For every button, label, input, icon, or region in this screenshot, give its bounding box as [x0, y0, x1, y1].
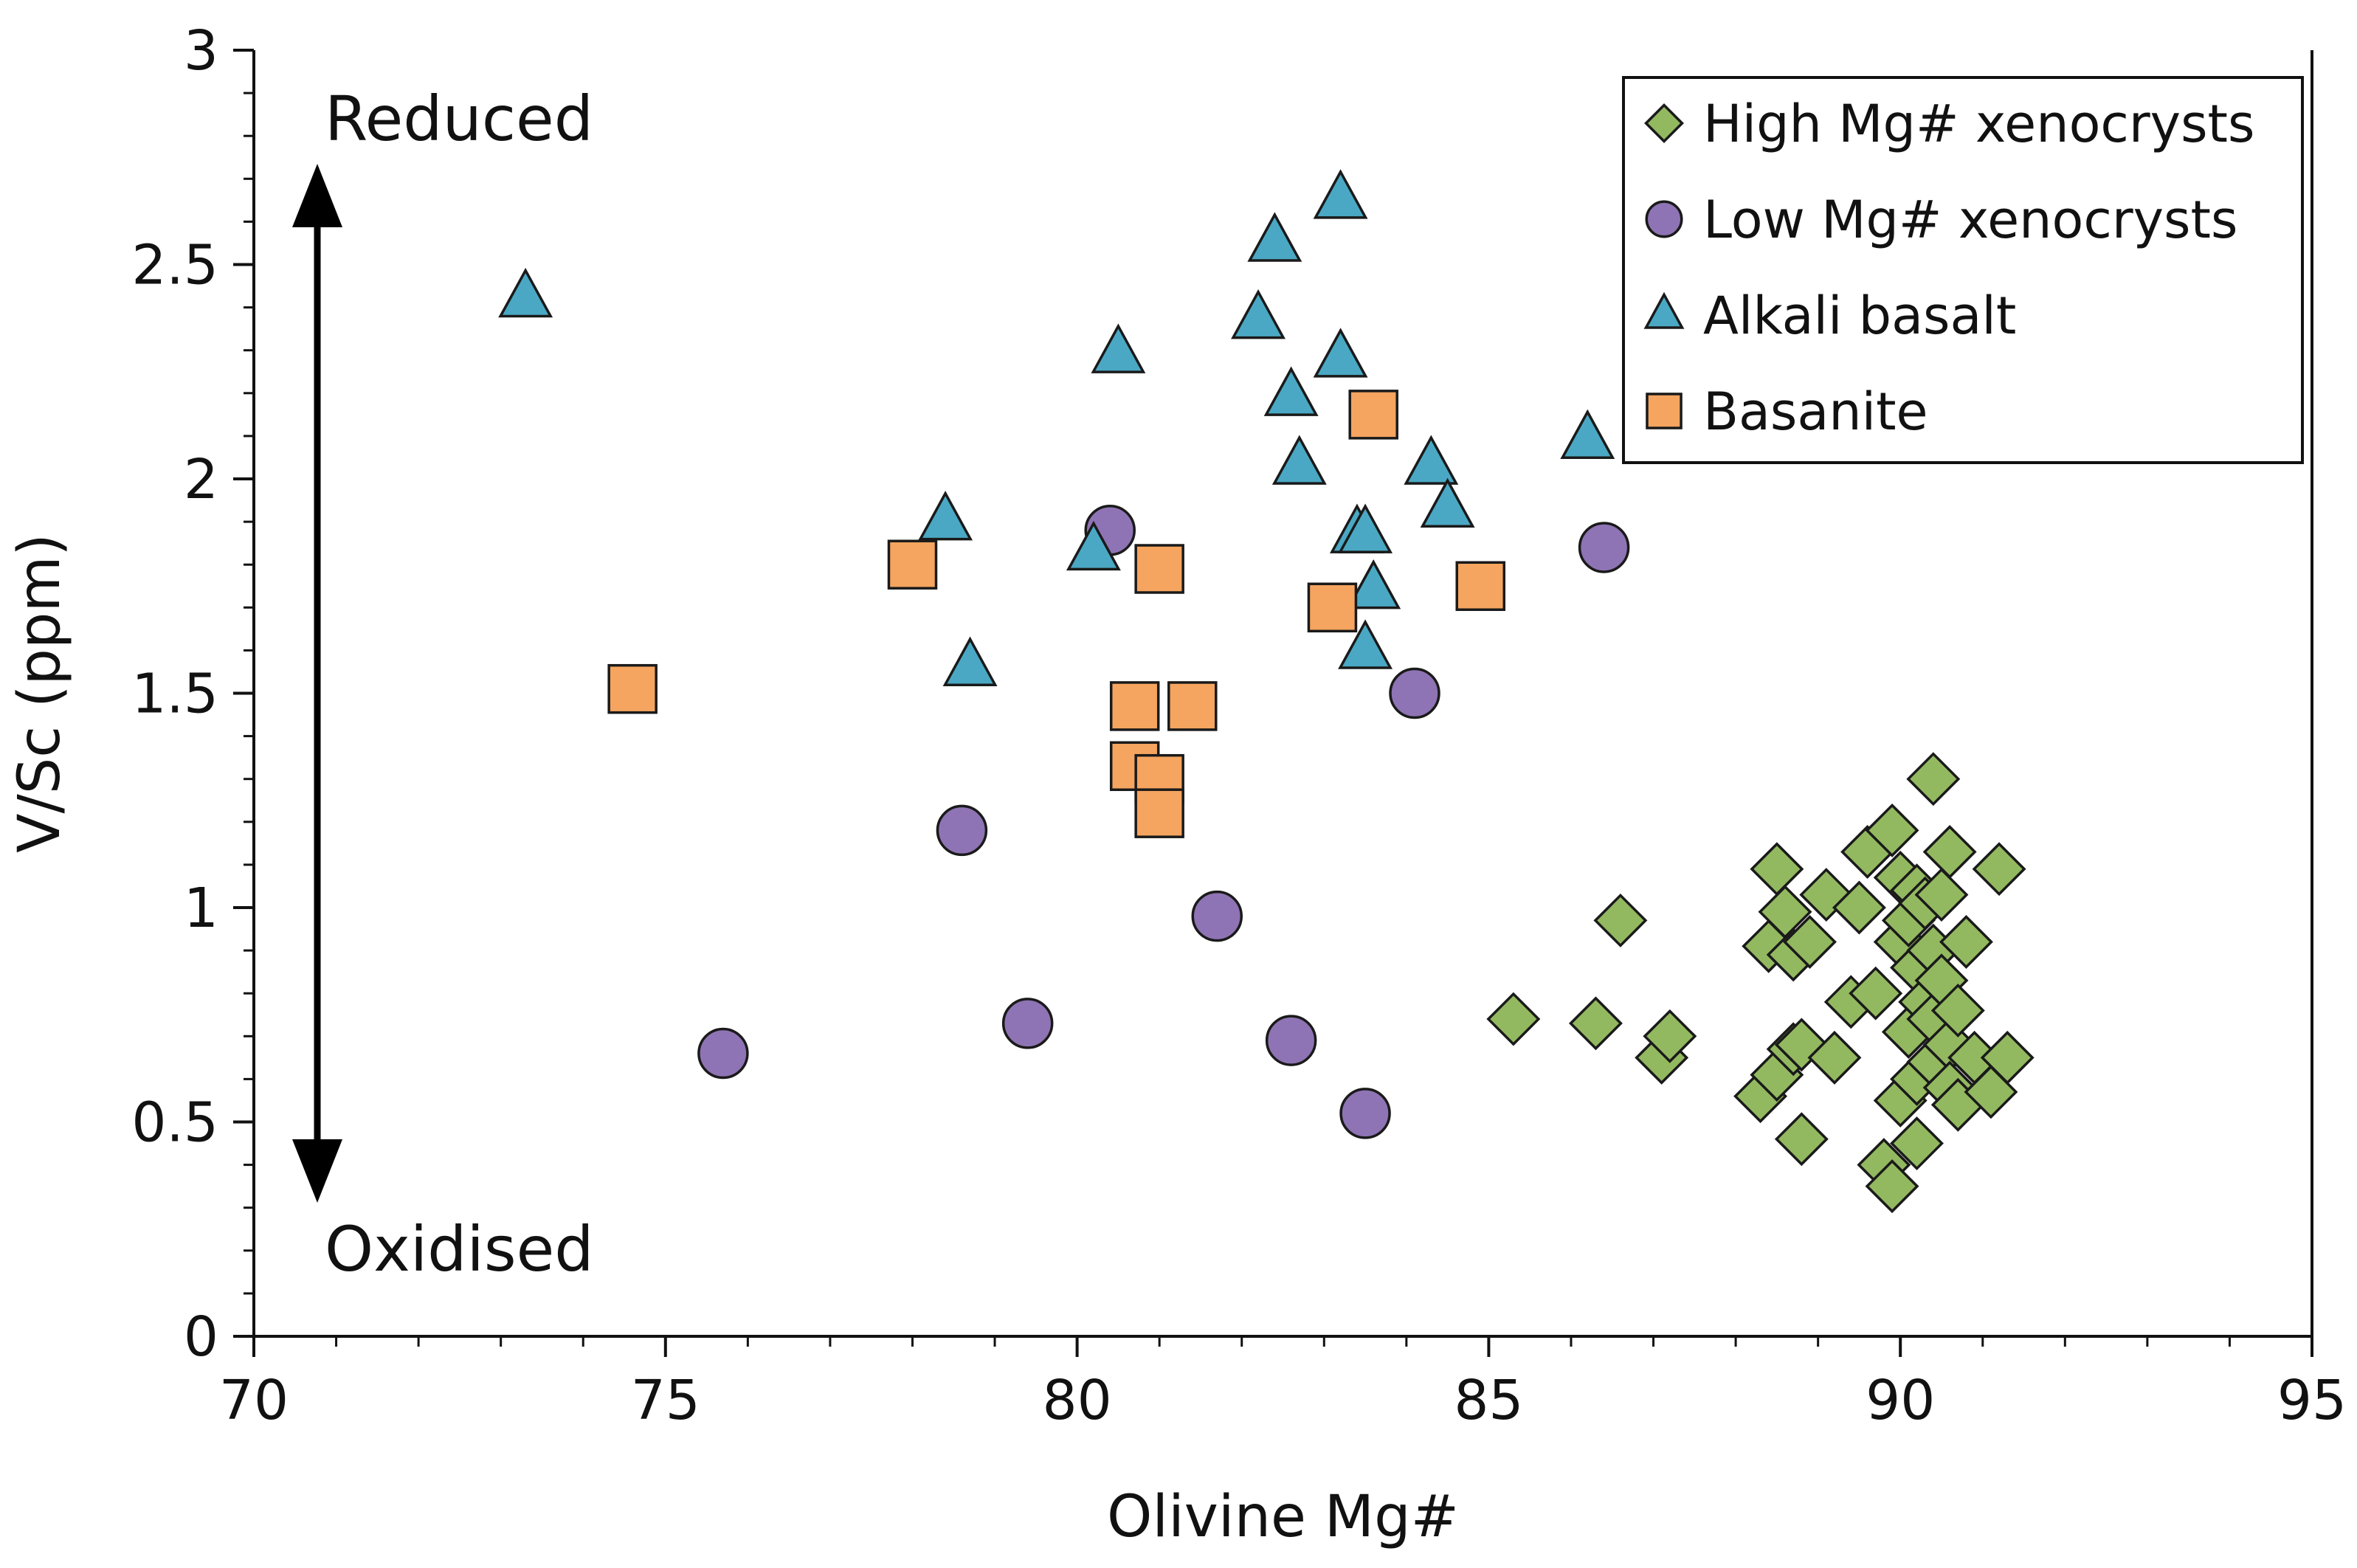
- low-mg-xenocryst-point: [936, 804, 988, 857]
- basanite-point: [1109, 681, 1160, 731]
- data-points: [498, 169, 2035, 1214]
- high-mg-xenocryst-point: [1914, 868, 1969, 922]
- alkali-basalt-point: [1346, 559, 1401, 609]
- alkali-basalt-point: [1404, 435, 1459, 485]
- alkali-basalt-point: [1313, 169, 1368, 219]
- high-mg-xenocryst-point: [1865, 1159, 1919, 1214]
- y-tick-label: 1.5: [131, 663, 218, 726]
- basanite-point: [1134, 544, 1184, 594]
- legend-marker-diamond: [1644, 103, 1684, 143]
- x-tick-label: 70: [219, 1369, 289, 1432]
- basanite-point: [607, 663, 658, 714]
- arrow-head-up: [292, 164, 342, 227]
- alkali-basalt-point: [1338, 619, 1393, 669]
- x-tick-label: 75: [631, 1369, 700, 1432]
- high-mg-xenocryst-point: [1807, 1030, 1862, 1085]
- legend-label: Low Mg# xenocrysts: [1703, 190, 2237, 250]
- high-mg-xenocryst-point: [1568, 996, 1623, 1051]
- legend-label: High Mg# xenocrysts: [1703, 94, 2254, 154]
- legend-marker-triangle: [1643, 291, 1685, 329]
- annotation-reduced: Reduced: [325, 83, 593, 155]
- high-mg-xenocryst-point: [1930, 983, 1985, 1037]
- alkali-basalt-point: [918, 491, 973, 541]
- high-mg-xenocryst-point: [1972, 842, 2026, 897]
- high-mg-xenocryst-point: [1980, 1030, 2035, 1085]
- x-tick-label: 90: [1866, 1369, 1935, 1432]
- high-mg-xenocryst-point: [1832, 880, 1886, 935]
- legend-marker-square: [1646, 393, 1683, 429]
- basanite-point: [1455, 561, 1505, 611]
- alkali-basalt-point: [1560, 409, 1615, 460]
- basanite-point-group: [607, 390, 1505, 838]
- x-tick-label: 95: [2277, 1369, 2347, 1432]
- high-mg-xenocryst-point: [1774, 1112, 1829, 1167]
- high-mg-xenocryst-point-group: [1486, 752, 2035, 1214]
- high-mg-xenocryst-point: [1783, 915, 1837, 969]
- y-tick-label: 0: [184, 1305, 218, 1369]
- high-mg-xenocryst-point: [1593, 893, 1648, 947]
- alkali-basalt-point: [1338, 503, 1393, 553]
- basanite-point: [1348, 390, 1398, 440]
- x-tick-label: 85: [1454, 1369, 1523, 1432]
- legend-box: [1622, 76, 2304, 464]
- y-tick-label: 3: [184, 19, 218, 83]
- alkali-basalt-point: [942, 636, 998, 686]
- y-tick-label: 1: [184, 877, 218, 940]
- y-axis-title: V/Sc (ppm): [7, 533, 73, 853]
- arrow-head-down: [292, 1139, 342, 1203]
- high-mg-xenocryst-point: [1849, 966, 1903, 1020]
- alkali-basalt-point: [1247, 212, 1302, 262]
- high-mg-xenocryst-point: [1922, 824, 1977, 879]
- basanite-point: [1307, 582, 1358, 633]
- alkali-basalt-point: [1231, 289, 1286, 339]
- legend-label: Basanite: [1703, 381, 1928, 442]
- legend-label: Alkali basalt: [1703, 286, 2016, 346]
- high-mg-xenocryst-point: [1890, 1116, 1944, 1171]
- high-mg-xenocryst-point: [1939, 915, 1993, 969]
- basanite-point: [887, 539, 938, 590]
- alkali-basalt-point: [1313, 328, 1368, 378]
- low-mg-xenocryst-point: [1191, 890, 1243, 942]
- direction-arrow: [292, 164, 342, 1203]
- low-mg-xenocryst-point-group: [697, 504, 1630, 1139]
- high-mg-xenocryst-point: [1865, 803, 1919, 857]
- alkali-basalt-point-group: [498, 169, 1615, 686]
- high-mg-xenocryst-point: [1906, 752, 1961, 807]
- y-tick-label: 2: [184, 448, 218, 511]
- x-axis-title: Olivine Mg#: [1107, 1484, 1459, 1550]
- alkali-basalt-point: [1091, 323, 1146, 373]
- legend-marker-circle: [1645, 200, 1683, 238]
- legend: High Mg# xenocrysts Low Mg# xenocrysts Alk…: [1622, 76, 2304, 464]
- x-tick-label: 80: [1043, 1369, 1112, 1432]
- low-mg-xenocryst-point: [1001, 998, 1054, 1049]
- alkali-basalt-point: [1263, 366, 1319, 416]
- y-tick-label: 0.5: [131, 1091, 218, 1155]
- alkali-basalt-point: [1271, 435, 1327, 485]
- high-mg-xenocryst-point: [1486, 992, 1541, 1046]
- axes: 0 0.5 1 1.5 2 2.5 3 70 75 80 85 90 95: [131, 19, 2347, 1432]
- alkali-basalt-point: [1420, 477, 1475, 528]
- low-mg-xenocryst-point: [1389, 667, 1440, 719]
- annotation-oxidised: Oxidised: [325, 1213, 594, 1285]
- y-tick-label: 2.5: [131, 234, 218, 297]
- high-mg-xenocryst-point: [1643, 1009, 1697, 1063]
- low-mg-xenocryst-point: [697, 1027, 749, 1080]
- low-mg-xenocryst-point: [1578, 522, 1630, 573]
- basanite-point: [1167, 681, 1218, 731]
- alkali-basalt-point: [1066, 520, 1121, 571]
- low-mg-xenocryst-point: [1265, 1015, 1317, 1066]
- alkali-basalt-point: [498, 267, 553, 318]
- low-mg-xenocryst-point: [1339, 1088, 1391, 1139]
- basanite-point: [1134, 788, 1184, 838]
